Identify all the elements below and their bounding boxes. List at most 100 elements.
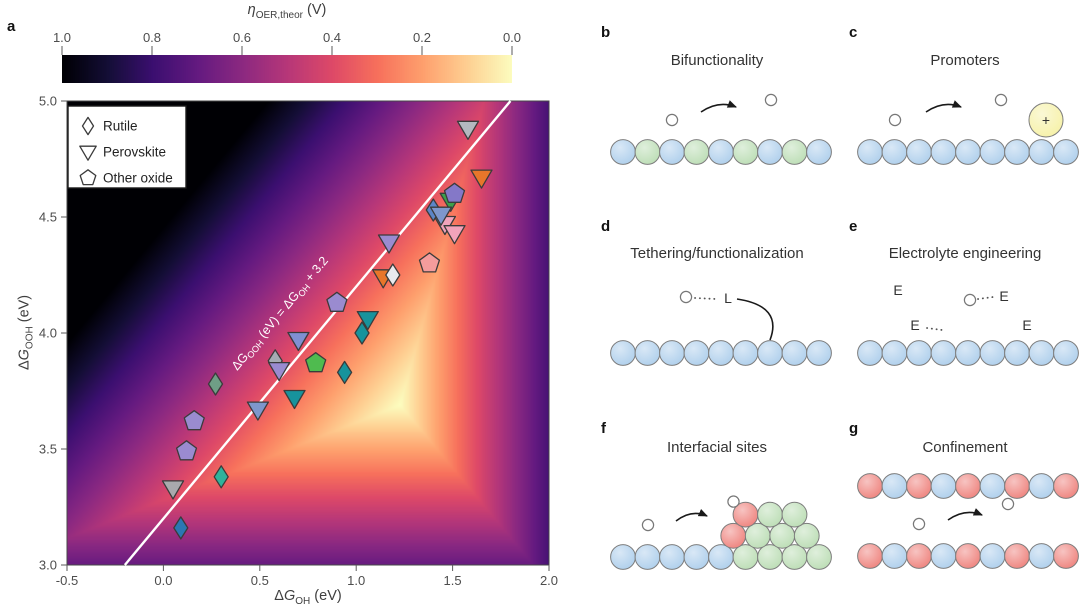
blue-atom [757,139,783,165]
data-point-marker [456,120,480,140]
data-point-marker [173,516,189,540]
data-point-marker [161,480,185,500]
electrolyte-label: E [1022,317,1031,333]
green-atom [806,544,832,570]
blue-atom [979,139,1006,165]
blue-atom [1028,340,1055,366]
data-point-marker [377,234,401,254]
data-point-marker [336,360,353,385]
blue-atom [955,139,981,165]
y-tick-label: 5.0 [39,94,57,109]
colorbar-tick-label: 0.6 [233,30,251,45]
blue-atom [979,473,1006,499]
blue-atom [930,473,957,499]
green-atom [744,522,771,549]
data-point-marker [207,372,224,396]
blue-atom [634,544,661,570]
legend-label: Rutile [103,119,138,134]
y-tick-label: 3.5 [39,442,57,457]
green-atom [781,501,808,528]
reaction-arrow [925,100,962,113]
blue-atom [930,139,957,165]
colorbar-tick-label: 1.0 [53,30,71,45]
data-point-marker [175,440,198,461]
colorbar-symbol: η [247,2,256,18]
blue-atom [906,139,932,165]
x-tick-label: 2.0 [540,573,558,588]
data-point-marker [183,410,205,431]
blue-atom [930,340,957,366]
green-atom [683,139,710,165]
electrolyte-label: E [893,282,902,298]
oh-circle [1001,497,1015,511]
oh-circle [679,290,693,304]
red-atom [857,543,883,569]
x-tick-label: 0.0 [154,573,172,588]
promoter-plus: + [1042,112,1050,128]
blue-atom [708,139,734,165]
colorbar-tick-label: 0.8 [143,30,161,45]
data-point-marker [443,225,466,245]
red-atom [1004,473,1030,499]
blue-atom [806,139,832,165]
blue-atom [881,139,908,165]
red-atom [857,473,883,499]
panel-g-title: Confinement [922,439,1008,456]
reaction-arrow [700,100,737,113]
blue-atom [708,544,734,570]
data-point-marker [443,182,466,203]
green-atom [757,501,783,528]
reaction-arrow [675,508,708,522]
ligand-label: L [724,290,732,306]
blue-atom [683,340,710,366]
blue-atom [1028,543,1055,569]
data-point-marker [354,321,370,345]
blue-atom [610,139,636,165]
panel-e-label: e [849,218,858,235]
blue-atom [979,543,1006,569]
panel-f-title: Interfacial sites [666,439,768,456]
blue-atom [881,473,908,499]
y-tick-label: 4.0 [39,326,57,341]
green-atom [781,544,808,570]
y-tick-label: 4.5 [39,210,57,225]
blue-atom [1004,340,1030,366]
blue-atom [781,340,808,366]
green-atom [732,139,759,165]
blue-atom [610,340,636,366]
green-atom [634,139,661,165]
data-point-marker [213,465,229,489]
blue-atom [1004,139,1030,165]
blue-atom [1053,340,1079,366]
colorbar-gradient [62,55,512,83]
colorbar-unit: (V) [307,2,327,18]
panel-f-label: f [601,420,606,437]
blue-atom [757,340,783,366]
scaling-line [123,100,512,566]
blue-atom [659,139,685,165]
y-tick-label: 3.0 [39,558,57,573]
blue-atom [659,544,685,570]
blue-atom [881,340,908,366]
legend-label: Perovskite [103,145,166,160]
panel-c-label: c [849,24,858,41]
green-atom [757,544,783,570]
dotted-bond [977,296,994,300]
blue-atom [857,139,883,165]
colorbar-title: ηOER,theor (V) [182,2,392,21]
oh-circle [641,518,655,532]
red-atom [955,543,981,569]
data-point-marker [429,206,453,226]
data-point-marker [356,310,379,331]
panel-b-title: Bifunctionality [670,52,764,69]
data-point-marker [267,361,291,382]
green-atom [781,139,808,165]
x-tick-label: 1.5 [444,573,462,588]
red-atom [906,543,932,569]
green-atom [769,522,796,549]
green-atom [732,544,759,570]
panel-d-title: Tethering/functionalization [630,245,804,262]
electrolyte-label: E [910,317,919,333]
blue-atom [806,340,832,366]
blue-atom [1028,473,1055,499]
